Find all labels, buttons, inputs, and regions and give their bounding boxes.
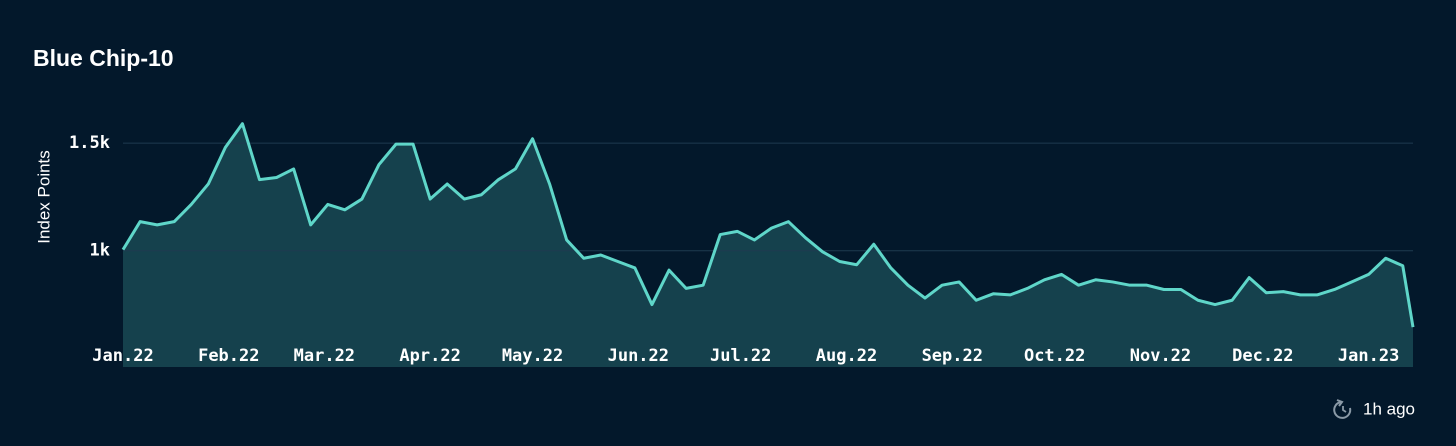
x-tick-label: Jan.22: [92, 346, 153, 366]
x-tick-label: Dec.22: [1232, 346, 1293, 366]
updated-label: 1h ago: [1363, 399, 1415, 418]
x-tick-label: Aug.22: [816, 346, 877, 366]
x-tick-label: May.22: [502, 346, 563, 366]
x-tick-label: Jun.22: [608, 346, 669, 366]
x-tick-label: Sep.22: [922, 346, 983, 366]
x-tick-label: Mar.22: [294, 346, 355, 366]
y-tick-label: 1.5k: [69, 133, 110, 153]
y-tick-label: 1k: [90, 241, 110, 261]
x-tick-label: Feb.22: [198, 346, 259, 366]
y-axis-label: Index Points: [34, 150, 53, 244]
x-tick-label: Jan.23: [1338, 346, 1399, 366]
x-tick-label: Oct.22: [1024, 346, 1085, 366]
line: [121, 122, 1415, 328]
refresh-icon: [1333, 399, 1352, 419]
x-tick-label: Nov.22: [1130, 346, 1191, 366]
x-tick-label: Jul.22: [710, 346, 771, 366]
chart-title: Blue Chip-10: [33, 45, 174, 71]
x-tick-label: Apr.22: [399, 346, 460, 366]
area: [123, 123, 1413, 367]
